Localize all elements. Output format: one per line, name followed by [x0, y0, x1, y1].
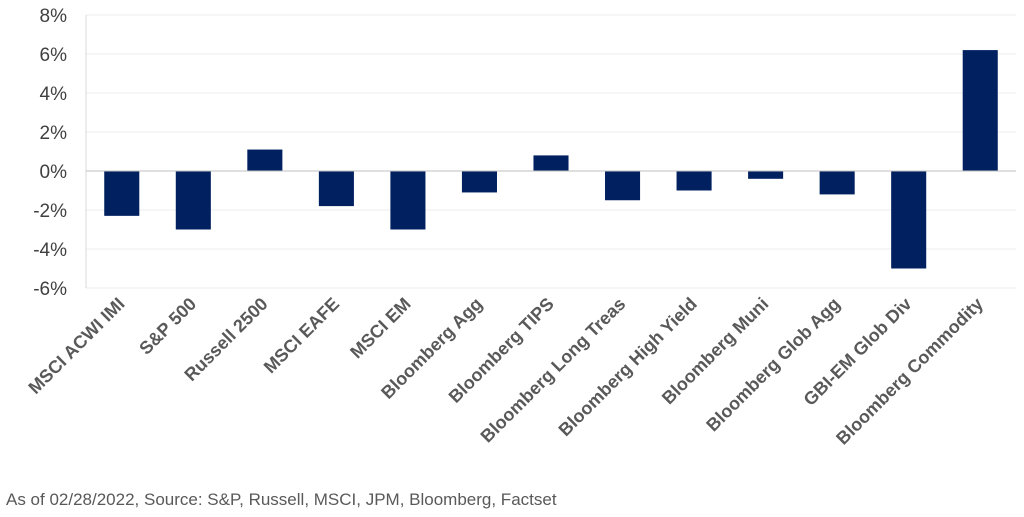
x-tick-label: Bloomberg High Yield [555, 294, 701, 440]
y-tick-label: 6% [40, 45, 68, 66]
x-tick-label: MSCI ACWI IMI [24, 294, 128, 398]
bar [962, 50, 998, 171]
x-tick-label: Bloomberg Glob Agg [702, 294, 844, 436]
x-tick-label: MSCI EAFE [260, 294, 343, 377]
bar [676, 171, 712, 191]
bars [104, 50, 998, 269]
bar [461, 171, 497, 193]
y-tick-label: 4% [40, 84, 68, 105]
bar [318, 171, 354, 207]
y-tick-label: 2% [40, 123, 68, 144]
axes [85, 15, 1016, 288]
x-tick-label: Bloomberg Long Treas [477, 294, 630, 447]
bar [891, 171, 927, 269]
bar [819, 171, 855, 195]
source-footnote: As of 02/28/2022, Source: S&P, Russell, … [6, 490, 557, 509]
bar [605, 171, 641, 201]
bar [390, 171, 426, 230]
bar [104, 171, 140, 216]
y-tick-label: 8% [40, 6, 68, 27]
y-tick-label: -4% [33, 240, 67, 261]
y-tick-label: -6% [33, 279, 67, 300]
bar [247, 149, 283, 171]
bar [533, 155, 569, 171]
x-tick-label: S&P 500 [135, 294, 200, 359]
y-tick-labels: 8% 6% 4% 2% 0% -2% -4% -6% [33, 6, 67, 300]
bar-chart: 8% 6% 4% 2% 0% -2% -4% -6% MSCI ACWI IMI S&P 500… [24, 6, 1016, 449]
gridlines [86, 14, 1016, 289]
bar [748, 171, 784, 179]
x-tick-label: Bloomberg Commodity [832, 294, 987, 449]
x-tick-label: MSCI EM [346, 294, 415, 363]
bar [175, 171, 211, 230]
y-tick-label: -2% [33, 201, 67, 222]
y-tick-label: 0% [40, 162, 68, 183]
